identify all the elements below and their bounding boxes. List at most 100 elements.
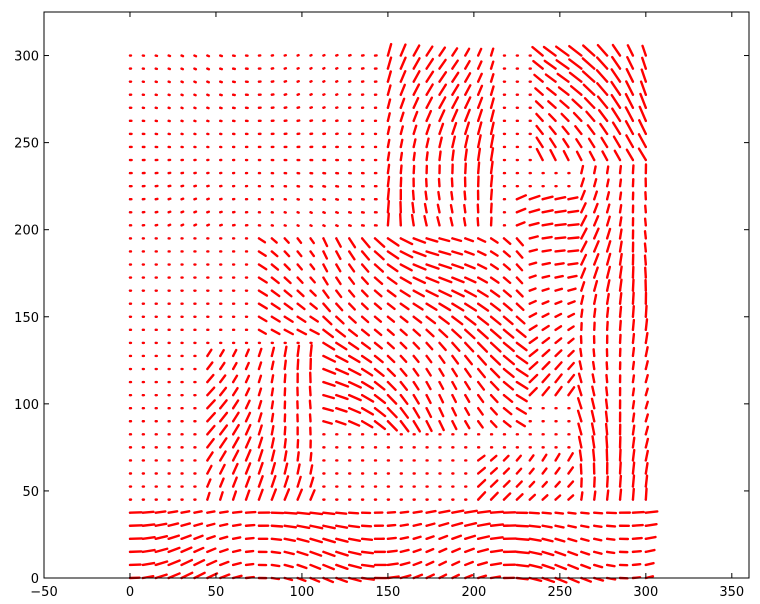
vector-arrow xyxy=(283,475,290,488)
vector-arrow xyxy=(373,315,383,323)
vector-arrow xyxy=(580,202,587,214)
vector-arrow xyxy=(515,221,526,227)
vector-arrow xyxy=(412,407,421,419)
vector-arrow xyxy=(438,237,451,243)
vector-arrow xyxy=(580,563,592,570)
vector-arrow xyxy=(554,563,568,571)
vector-arrow xyxy=(257,250,267,257)
vector-arrow xyxy=(541,248,552,253)
vector-arrow xyxy=(476,535,491,541)
vector-arrow xyxy=(583,97,596,109)
vector-arrow xyxy=(206,361,214,371)
vector-arrow xyxy=(605,550,616,555)
vector-arrow xyxy=(567,511,577,515)
vector-arrow xyxy=(502,302,513,312)
vector-arrow xyxy=(386,420,399,432)
vector-arrow xyxy=(309,289,317,297)
vector-arrow xyxy=(206,478,212,488)
vector-arrow xyxy=(309,464,314,475)
vector-arrow xyxy=(528,287,537,292)
vector-arrow xyxy=(541,524,553,529)
vector-arrow xyxy=(476,60,483,70)
vector-arrow xyxy=(206,399,216,410)
vector-arrow xyxy=(335,393,349,401)
vector-arrow xyxy=(476,354,488,366)
vector-arrow xyxy=(335,289,343,299)
vector-arrow xyxy=(591,385,596,397)
vector-arrow xyxy=(476,367,487,379)
vector-arrow xyxy=(167,210,172,214)
vector-arrow xyxy=(547,100,557,109)
vector-arrow xyxy=(335,302,344,312)
vector-arrow xyxy=(360,289,369,298)
vector-arrow xyxy=(631,424,636,436)
vector-arrow xyxy=(438,367,445,377)
vector-arrow xyxy=(386,549,398,554)
vector-arrow xyxy=(180,510,191,514)
vector-arrow xyxy=(597,109,609,123)
vector-arrow xyxy=(593,240,600,253)
y-tick-label: 250 xyxy=(14,137,39,152)
vector-arrow xyxy=(219,437,228,449)
vector-arrow xyxy=(167,559,181,567)
vector-arrow xyxy=(206,464,213,475)
vector-arrow xyxy=(309,263,316,271)
vector-arrow xyxy=(464,59,471,70)
vector-arrow xyxy=(528,299,537,305)
vector-arrow xyxy=(373,380,386,391)
vector-arrow xyxy=(580,253,588,266)
vector-arrow xyxy=(206,411,217,423)
vector-arrow xyxy=(167,534,181,541)
vector-arrow xyxy=(464,367,472,378)
vector-arrow xyxy=(206,54,211,58)
vector-arrow xyxy=(463,203,467,214)
vector-arrow xyxy=(476,315,490,326)
vector-arrow xyxy=(322,276,329,286)
vector-arrow xyxy=(515,341,528,352)
vector-arrow xyxy=(451,573,461,580)
vector-arrow xyxy=(502,250,512,258)
vector-arrow xyxy=(605,537,616,541)
vector-arrow xyxy=(296,344,301,358)
vector-arrow xyxy=(309,315,320,323)
vector-arrow xyxy=(580,511,590,515)
vector-arrow xyxy=(438,341,447,352)
vector-arrow xyxy=(562,149,570,162)
vector-arrow xyxy=(644,474,649,488)
vector-arrow xyxy=(580,576,593,583)
vector-arrow xyxy=(348,237,357,249)
vector-arrow xyxy=(618,461,622,475)
vector-arrow xyxy=(502,263,511,271)
vector-arrow xyxy=(593,215,600,227)
vector-arrow xyxy=(206,535,216,541)
vector-arrow xyxy=(571,98,583,109)
vector-arrow xyxy=(141,535,156,541)
vector-arrow xyxy=(644,425,650,436)
vector-arrow xyxy=(534,87,544,96)
vector-arrow xyxy=(348,289,356,298)
vector-arrow xyxy=(399,263,413,272)
vector-arrow xyxy=(270,263,280,271)
vector-arrow xyxy=(515,328,527,339)
vector-arrow xyxy=(631,374,636,384)
vector-arrow xyxy=(270,328,281,336)
vector-arrow xyxy=(464,534,477,541)
vector-arrow xyxy=(348,524,361,529)
vector-arrow xyxy=(399,561,411,567)
vector-arrow xyxy=(412,367,420,377)
vector-arrow xyxy=(270,563,281,568)
vector-arrow xyxy=(231,436,240,449)
vector-arrow xyxy=(373,407,387,418)
vector-arrow xyxy=(541,511,552,515)
vector-arrow xyxy=(541,195,554,201)
vector-arrow xyxy=(335,524,349,529)
vector-arrow xyxy=(348,354,361,364)
vector-arrow xyxy=(451,289,465,298)
vector-arrow xyxy=(600,136,609,149)
vector-arrow xyxy=(643,254,648,266)
vector-arrow xyxy=(605,265,612,279)
vector-arrow xyxy=(541,300,550,305)
vector-arrow xyxy=(373,302,383,311)
vector-arrow xyxy=(476,289,489,298)
vector-arrow xyxy=(644,346,649,358)
